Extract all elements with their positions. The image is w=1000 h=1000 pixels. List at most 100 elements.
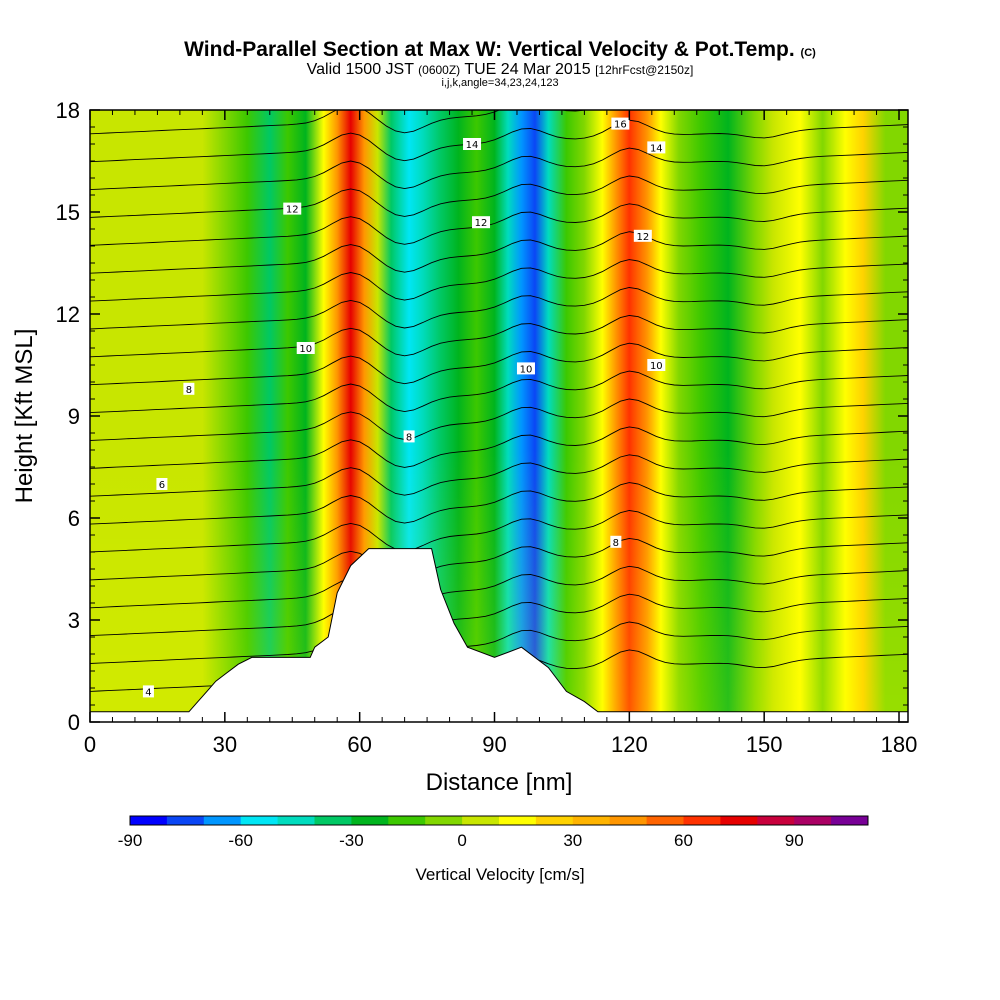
colorbar-tick-label: 30 <box>563 831 582 850</box>
isentrope-line <box>90 231 908 274</box>
colorbar-cell <box>130 816 168 825</box>
contour-label: 6 <box>159 480 165 491</box>
colorbar-cell <box>683 816 721 825</box>
isentrope-line <box>90 147 908 191</box>
y-tick-label: 9 <box>68 404 80 429</box>
contour-label: 8 <box>613 538 619 549</box>
colorbar-cell <box>425 816 463 825</box>
x-tick-label: 0 <box>84 732 96 757</box>
isentrope-line <box>90 510 908 553</box>
y-tick-label: 15 <box>56 200 80 225</box>
contour-label-box <box>283 202 302 215</box>
colorbar-tick-label: -30 <box>339 831 364 850</box>
colorbar-cell <box>240 816 278 825</box>
contour-label: 4 <box>145 687 151 698</box>
contour-label-box <box>610 535 622 548</box>
colorbar-cell <box>388 816 426 825</box>
contour-label: 14 <box>466 140 479 151</box>
y-tick-label: 3 <box>68 608 80 633</box>
x-axis: 0 30 60 90 120 150 180 <box>84 110 917 757</box>
colorbar-cell <box>646 816 684 825</box>
contour-label-box <box>296 342 315 354</box>
colorbar-tick-label: 60 <box>674 831 693 850</box>
colorbar-cell <box>351 816 389 825</box>
isentrope-line <box>90 426 908 469</box>
colorbar-cell <box>277 816 315 825</box>
colorbar: -90 -60 -30 0 30 60 90 <box>118 815 869 850</box>
contour-label-box <box>647 359 666 371</box>
x-tick-label: 90 <box>482 732 506 757</box>
isentrope-line <box>90 287 908 330</box>
contour-label: 12 <box>286 205 299 216</box>
contour-label: 10 <box>520 364 533 375</box>
contour-label: 10 <box>299 344 312 355</box>
contour-label-box <box>463 138 482 150</box>
x-tick-label: 150 <box>746 732 783 757</box>
forecast-info: [12hrFcst@2150z] <box>595 63 694 77</box>
colorbar-tick-label: 90 <box>785 831 804 850</box>
isentrope-line <box>90 454 908 497</box>
x-tick-label: 120 <box>611 732 648 757</box>
isentrope-line <box>90 175 908 218</box>
colorbar-frame <box>129 815 869 826</box>
isentrope-line <box>90 370 908 414</box>
colorbar-tick-label: -60 <box>228 831 253 850</box>
isentrope-line <box>90 119 908 163</box>
colorbar-cell <box>462 816 500 825</box>
y-axis-label: Height [Kft MSL] <box>11 329 38 504</box>
colorbar-cell <box>203 816 242 825</box>
contour-label-box <box>183 382 195 395</box>
terrain <box>90 548 908 722</box>
isentrope-line <box>90 398 908 441</box>
contour-label: 12 <box>636 232 649 243</box>
colorbar-cell <box>831 816 869 825</box>
valid-utc: (0600Z) <box>418 63 461 77</box>
contour-label-box <box>142 685 154 698</box>
isentrope-line <box>90 621 908 664</box>
contour-label: 12 <box>475 218 488 229</box>
isentrope-line <box>90 482 908 525</box>
y-tick-label: 0 <box>68 710 80 735</box>
y-tick-label: 12 <box>56 302 80 327</box>
chart-title: Wind-Parallel Section at Max W: Vertical… <box>0 38 1000 62</box>
chart-subtitle: Valid 1500 JST (0600Z) TUE 24 Mar 2015 [… <box>0 61 1000 79</box>
contour-label: 10 <box>650 361 663 372</box>
x-tick-label: 180 <box>881 732 918 757</box>
colorbar-cell <box>166 816 205 825</box>
colorbar-cell <box>314 816 352 825</box>
isentrope-line <box>90 259 908 302</box>
colorbar-tick-label: 0 <box>457 831 466 850</box>
contour-label: 16 <box>614 120 627 131</box>
colorbar-cell <box>535 816 574 825</box>
colorbar-cell <box>757 816 795 825</box>
x-tick-label: 30 <box>213 732 237 757</box>
isentrope-line <box>90 565 908 609</box>
colorbar-tick-label: -90 <box>118 831 143 850</box>
contour-label-box <box>472 216 491 229</box>
colorbar-cell <box>572 816 611 825</box>
contour-label: 8 <box>186 385 192 396</box>
valid-time: Valid 1500 JST <box>306 61 414 78</box>
contour-label: 14 <box>650 143 663 154</box>
contour-label-box <box>611 117 630 130</box>
colorbar-label: Vertical Velocity [cm/s] <box>415 865 584 884</box>
contour-label: 8 <box>406 432 412 443</box>
colorbar-cell <box>609 816 647 825</box>
potential-temperature-contours <box>90 64 908 692</box>
contour-labels: 4 6 8 8 8 10 10 10 12 12 12 14 14 16 <box>142 117 666 698</box>
y-axis: 0 3 6 9 12 15 18 <box>56 98 908 735</box>
y-tick-label: 18 <box>56 98 80 123</box>
colorbar-cell <box>720 816 758 825</box>
contour-label-box <box>633 229 652 242</box>
colorbar-cell <box>499 816 537 825</box>
chart-title-main: Wind-Parallel Section at Max W: Vertical… <box>184 38 795 61</box>
contour-label-box <box>647 141 666 154</box>
contour-label-box <box>403 430 415 443</box>
colorbar-cell <box>794 816 832 825</box>
grid-indices: i,j,k,angle=34,23,24,123 <box>441 77 559 89</box>
isentrope-line <box>90 593 908 637</box>
copyright-mark: (C) <box>800 47 816 59</box>
isentrope-line <box>90 64 908 106</box>
x-axis-label: Distance [nm] <box>426 769 573 796</box>
